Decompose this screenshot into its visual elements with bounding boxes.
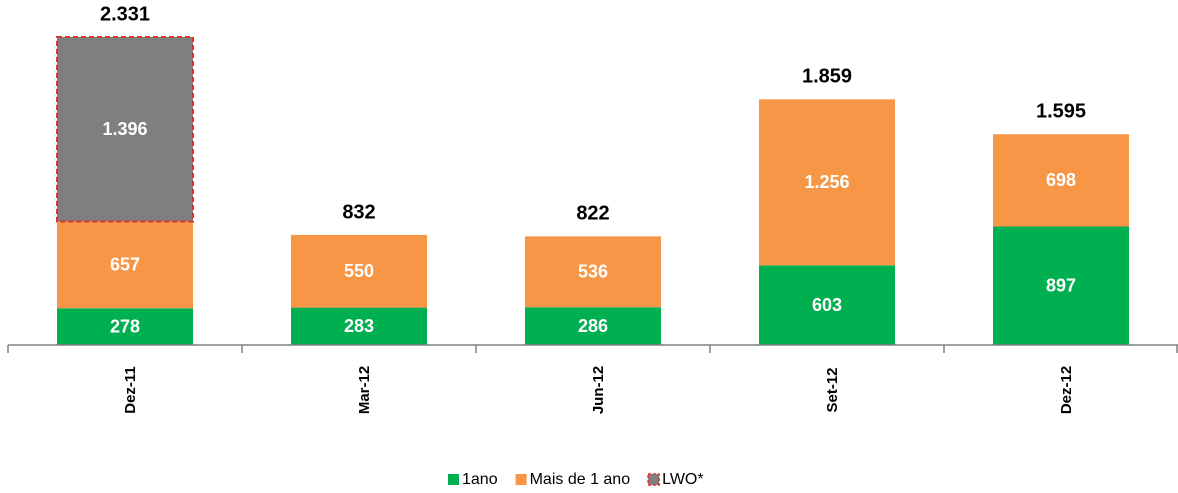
- total-label: 1.859: [802, 66, 852, 88]
- total-label: 2.331: [100, 3, 150, 25]
- category-group: Dez-11: [122, 366, 139, 414]
- bar-segment: [993, 226, 1129, 345]
- bar-segment: [993, 134, 1129, 227]
- bar-segment: [57, 221, 193, 309]
- value-label: 1.396: [102, 119, 147, 139]
- value-label: 283: [344, 316, 374, 336]
- category-group: Jun-12: [590, 366, 607, 414]
- value-label: 550: [344, 261, 374, 281]
- bar-segment: [759, 99, 895, 266]
- total-label: 822: [576, 203, 609, 225]
- bar-segment: [759, 265, 895, 345]
- category-group: Mar-12: [356, 366, 373, 414]
- legend-swatch: [448, 474, 459, 485]
- legend-swatch: [515, 474, 527, 485]
- bar-segment: [56, 36, 194, 223]
- value-label: 1.256: [804, 172, 849, 192]
- bar-segment: [291, 234, 427, 308]
- total-label: 832: [342, 201, 375, 223]
- category-group: Dez-12: [1058, 366, 1075, 414]
- x-tick-label: Set-12: [824, 367, 841, 412]
- value-label: 278: [110, 316, 140, 336]
- bar-segment: [525, 236, 661, 308]
- x-tick-label: Dez-12: [1058, 366, 1075, 414]
- legend-label: Mais de 1 ano: [530, 471, 631, 488]
- legend-label: LWO*: [662, 471, 703, 488]
- bar-segment: [525, 307, 661, 345]
- value-label: 603: [812, 295, 842, 315]
- legend-label: 1ano: [462, 471, 498, 488]
- x-tick-label: Mar-12: [356, 366, 373, 414]
- x-tick-label: Dez-11: [122, 366, 139, 414]
- value-label: 657: [110, 255, 140, 275]
- bar-segment: [291, 307, 427, 345]
- legend-swatch: [647, 473, 660, 486]
- value-label: 286: [578, 316, 608, 336]
- bar-segment: [57, 308, 193, 345]
- category-group: Set-12: [824, 367, 841, 412]
- value-label: 698: [1046, 170, 1076, 190]
- value-label: 897: [1046, 275, 1076, 295]
- total-label: 1.595: [1036, 101, 1086, 123]
- x-tick-label: Jun-12: [590, 366, 607, 414]
- value-label: 536: [578, 262, 608, 282]
